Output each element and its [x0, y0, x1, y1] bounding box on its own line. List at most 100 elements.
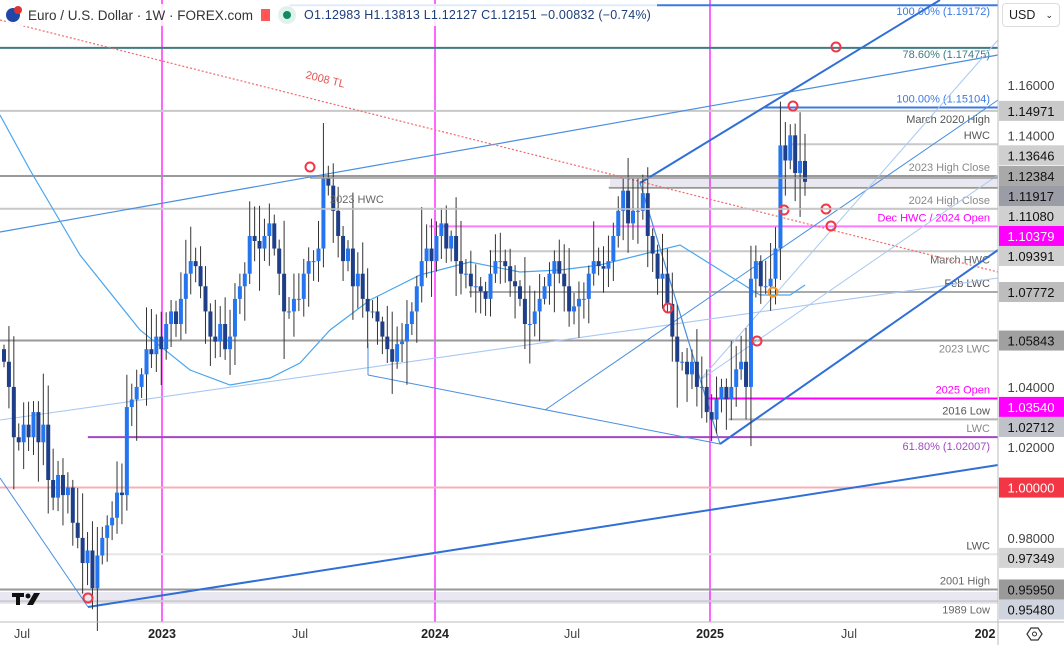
candle — [16, 423, 21, 451]
candle — [557, 239, 562, 284]
price-label-box — [999, 165, 1064, 186]
candle — [115, 461, 120, 534]
candle-body — [237, 286, 242, 299]
candle-body — [213, 336, 218, 342]
upper-trendline[interactable] — [0, 54, 999, 233]
candle-body — [2, 349, 6, 362]
candle-body — [719, 386, 724, 400]
candle — [70, 479, 75, 546]
x-tick-label: Jul — [841, 627, 857, 641]
candle-body — [729, 386, 734, 400]
candle-body — [758, 261, 763, 287]
candle-body — [395, 344, 400, 362]
candle — [753, 245, 758, 298]
level-label: 100.00% (1.15104) — [896, 94, 990, 106]
candle — [124, 374, 129, 511]
candle — [734, 346, 739, 407]
candle-body — [631, 210, 636, 224]
price-label-box — [999, 185, 1064, 206]
price-label: 0.97349 — [1008, 551, 1055, 566]
candle — [11, 336, 16, 490]
candle — [709, 394, 714, 442]
candle-body — [341, 235, 346, 262]
price-label-box — [999, 145, 1064, 166]
candle-body — [459, 261, 464, 274]
candle-body — [596, 261, 601, 267]
channel-lower[interactable] — [719, 249, 999, 445]
candle-body — [365, 298, 370, 312]
candle-body — [650, 235, 655, 254]
price-label: 1.12384 — [1008, 169, 1055, 184]
level-label: Dec HWC / 2024 Open — [878, 212, 991, 224]
candle — [247, 201, 252, 285]
x-tick-label: 2024 — [421, 627, 449, 641]
x-tick-label: Jul — [564, 627, 580, 641]
level-label: LWC — [966, 540, 990, 552]
price-label: 1.11917 — [1008, 189, 1054, 204]
pivot-marker — [304, 161, 316, 173]
ohlc-readout: O1.12983 H1.13813 L1.12127 C1.12151 −0.0… — [304, 8, 652, 22]
candle — [439, 208, 444, 259]
candle-body — [65, 487, 70, 496]
candle-body — [689, 361, 694, 375]
y-tick-label: 1.04000 — [1008, 380, 1055, 395]
level-sublabel: LWC — [966, 423, 990, 435]
decline-line[interactable] — [0, 477, 89, 608]
candle — [586, 265, 591, 324]
candle-body — [508, 266, 513, 282]
candle-body — [149, 349, 154, 355]
candle — [547, 262, 552, 305]
candle — [390, 311, 395, 394]
candle-body — [488, 273, 493, 299]
candle — [350, 192, 355, 320]
candle-body — [734, 369, 739, 387]
candle — [208, 303, 213, 366]
candle-body — [439, 223, 444, 236]
pivot-marker — [662, 302, 674, 314]
market-status-icon[interactable] — [278, 6, 297, 24]
candle — [2, 344, 6, 368]
candle-body — [119, 492, 124, 496]
channel-median[interactable] — [544, 99, 999, 411]
candle — [223, 297, 228, 360]
candle-body — [80, 537, 85, 564]
candle-body — [41, 424, 46, 443]
slope-line-light[interactable] — [0, 277, 999, 421]
candle-body — [154, 336, 159, 355]
candle — [301, 258, 306, 317]
candle-body — [375, 311, 380, 322]
long-support-trendline[interactable] — [87, 464, 999, 608]
time-axis[interactable]: Jul 2023 Jul 2024 Jul 2025 Jul 202 — [14, 627, 995, 641]
settings-icon[interactable] — [1026, 627, 1043, 641]
candle-body — [419, 261, 424, 287]
candle-body — [547, 273, 552, 287]
candle — [60, 458, 65, 526]
candle-body — [321, 178, 326, 249]
candle — [419, 207, 424, 303]
level-label: HWC — [964, 130, 990, 142]
candle-body — [680, 361, 685, 363]
level-label: 100.00% (1.19172) — [896, 6, 990, 18]
candle — [576, 281, 581, 338]
candle-body — [31, 412, 36, 438]
candle — [611, 222, 616, 282]
candle-body — [100, 537, 105, 556]
candle-body — [21, 424, 26, 443]
symbol-title[interactable]: Euro / U.S. Dollar · 1W · FOREX.com — [28, 7, 254, 23]
candle — [404, 300, 409, 385]
candle — [409, 302, 414, 336]
candle — [798, 112, 803, 217]
lower-slope-line[interactable] — [367, 374, 721, 445]
candle — [645, 167, 650, 268]
candle-body — [296, 298, 301, 300]
currency-select[interactable]: USD ⌄ — [1002, 3, 1060, 27]
flag-marker-icon[interactable] — [261, 9, 271, 21]
candle-body — [503, 261, 508, 267]
pivot-marker — [82, 592, 94, 604]
candle — [242, 262, 247, 321]
price-label: 1.14971 — [1008, 104, 1055, 119]
channel-upper[interactable] — [639, 0, 941, 184]
candle — [596, 247, 601, 276]
candle-body — [803, 160, 807, 182]
